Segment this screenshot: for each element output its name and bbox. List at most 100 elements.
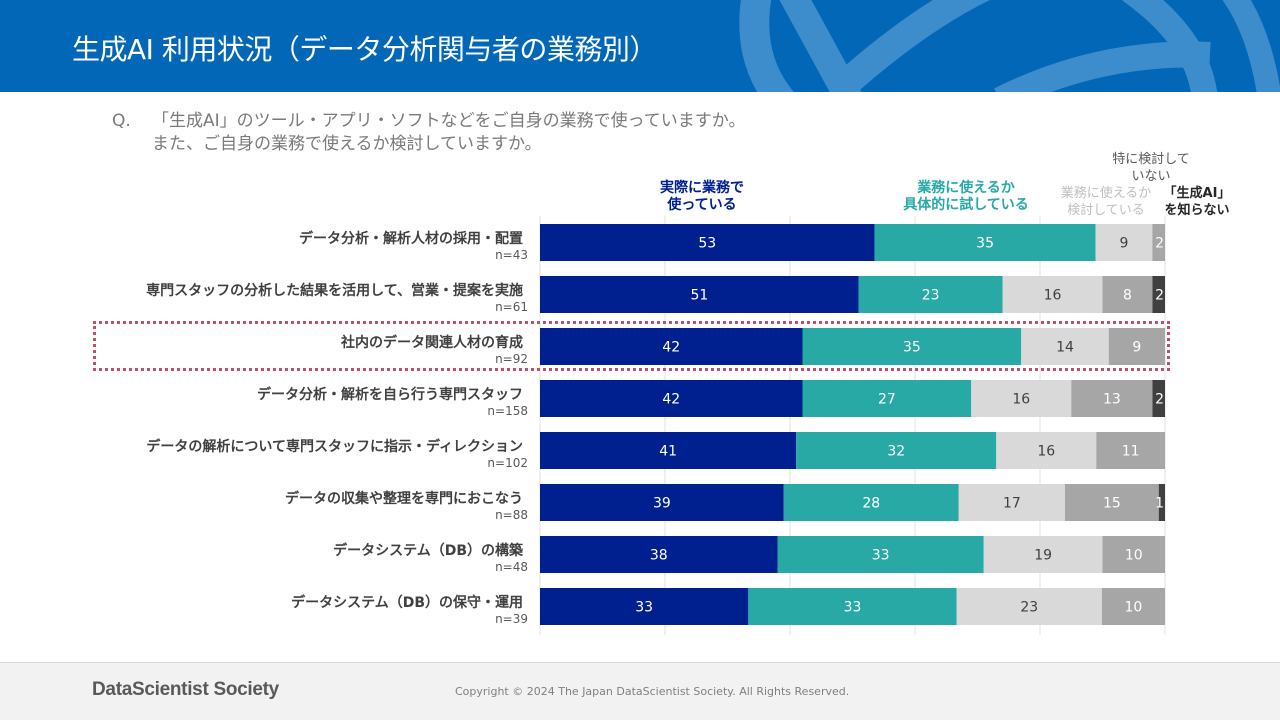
data-label: 23 [1020, 600, 1038, 616]
footer-logo: DataScientist Society [92, 679, 279, 700]
bar-segment-trying [796, 432, 997, 469]
bar-segment-not_considering [1102, 276, 1153, 313]
data-label: 16 [1012, 392, 1030, 408]
bar-segment-trying [874, 224, 1096, 261]
legend-line: 実際に業務で [660, 180, 744, 196]
data-label: 13 [1103, 392, 1121, 408]
legend-line: 業務に使えるか [1060, 186, 1152, 201]
data-label: 9 [1120, 236, 1129, 252]
sample-size: n=39 [495, 612, 528, 626]
data-label: 35 [903, 340, 921, 356]
data-label: 1 [1155, 496, 1164, 512]
footer-copyright: Copyright © 2024 The Japan DataScientist… [455, 685, 850, 698]
highlight-box [93, 321, 1170, 371]
chart-canvas: 53 35 9 2 51 23 16 8 2 42 35 14 9 42 27 16 13 2 41 32 16 11 39… [539, 216, 1166, 635]
sample-size: n=43 [495, 248, 528, 262]
header-decoration [739, 0, 1280, 92]
data-label: 19 [1034, 548, 1052, 564]
bar-segment-considering [1095, 224, 1153, 261]
bar-segment-not_considering [1096, 432, 1165, 469]
bar-segment-unaware [1152, 380, 1165, 417]
bar-segment-using [540, 588, 749, 625]
bar-segment-unaware [1158, 484, 1165, 521]
data-label: 15 [1103, 496, 1121, 512]
data-label: 51 [690, 288, 708, 304]
bar-segment-using [540, 328, 803, 365]
bar-segment-not_considering [1152, 224, 1165, 261]
question-mark: Q. [112, 111, 131, 131]
data-label: 17 [1003, 496, 1021, 512]
legend-considering: 業務に使えるか 検討している [1026, 185, 1186, 219]
legend-line: 使っている [667, 197, 737, 213]
category-label: 専門スタッフの分析した結果を活用して、営業・提案を実施 [146, 283, 523, 299]
data-label: 23 [922, 288, 940, 304]
bar-segment-trying [802, 328, 1022, 365]
legend-line: 「生成AI」 [1163, 186, 1231, 201]
legend-using: 実際に業務で 使っている [622, 180, 782, 214]
data-label: 8 [1123, 288, 1132, 304]
question-line-1: 「生成AI」のツール・アプリ・ソフトなどをご自身の業務で使っていますか。 [152, 111, 746, 131]
bar-segment-trying [858, 276, 1003, 313]
stacked-bar-chart: 実際に業務で 使っている 業務に使えるか 具体的に試している 業務に使えるか 検討している… [93, 152, 1277, 635]
category-label: 社内のデータ関連人材の育成 [341, 335, 523, 351]
bar-segment-trying [777, 536, 984, 573]
data-label: 32 [887, 444, 905, 460]
bar-segment-considering [996, 432, 1097, 469]
slide-header: 生成AI 利用状況（データ分析関与者の業務別） [0, 0, 1280, 92]
legend-line: いない [1131, 169, 1171, 184]
sample-size: n=88 [495, 508, 528, 522]
bar-segment-not_considering [1065, 484, 1159, 521]
data-label: 28 [862, 496, 880, 512]
data-label: 33 [872, 548, 890, 564]
legend-unaware: 「生成AI」 を知らない [1117, 185, 1277, 219]
bar-segment-not_considering [1071, 380, 1153, 417]
bar-segment-considering [958, 484, 1065, 521]
bar-segment-trying [748, 588, 957, 625]
category-label: データシステム（DB）の保守・運用 [291, 595, 523, 611]
page-title: 生成AI 利用状況（データ分析関与者の業務別） [72, 33, 657, 66]
data-label: 42 [662, 392, 680, 408]
data-label: 14 [1056, 340, 1074, 356]
data-label: 53 [698, 236, 716, 252]
data-label: 10 [1125, 548, 1143, 564]
category-label: データ分析・解析を自ら行う専門スタッフ [257, 387, 523, 403]
data-label: 10 [1125, 600, 1143, 616]
legend-line: 具体的に試している [903, 197, 1029, 213]
data-label: 16 [1044, 288, 1062, 304]
category-label: データの収集や整理を専門におこなう [285, 491, 523, 507]
data-label: 42 [662, 340, 680, 356]
data-label: 2 [1155, 392, 1164, 408]
bar-segment-considering [1002, 276, 1103, 313]
legend-line: 検討している [1067, 203, 1145, 218]
data-label: 2 [1155, 236, 1164, 252]
data-label: 35 [976, 236, 994, 252]
question-line-2: また、ご自身の業務で使えるか検討していますか。 [152, 134, 542, 154]
bar-segment-considering [1021, 328, 1109, 365]
bar-segment-using [540, 380, 803, 417]
bar-segment-not_considering [1102, 536, 1165, 573]
bar-segment-not_considering [1101, 588, 1165, 625]
sample-size: n=102 [487, 456, 528, 470]
legend-trying: 業務に使えるか 具体的に試している [886, 180, 1046, 214]
data-label: 11 [1122, 444, 1140, 460]
data-label: 39 [653, 496, 671, 512]
data-label: 38 [650, 548, 668, 564]
bar-segment-considering [983, 536, 1103, 573]
bar-segment-using [540, 536, 778, 573]
bar-segment-unaware [1152, 276, 1165, 313]
data-label: 16 [1037, 444, 1055, 460]
sample-size: n=61 [495, 300, 528, 314]
bar-segment-trying [802, 380, 972, 417]
sample-size: n=158 [487, 404, 528, 418]
category-label: データシステム（DB）の構築 [333, 543, 523, 559]
sample-size: n=92 [495, 352, 528, 366]
bar-segment-using [540, 484, 784, 521]
data-label: 2 [1155, 288, 1164, 304]
slide-footer: DataScientist Society Copyright © 2024 T… [0, 662, 1280, 720]
legend-line: 業務に使えるか [917, 180, 1015, 196]
bar-segment-trying [783, 484, 959, 521]
bar-segment-considering [956, 588, 1102, 625]
category-label: データの解析について専門スタッフに指示・ディレクション [146, 439, 523, 455]
category-label: データ分析・解析人材の採用・配置 [299, 231, 523, 247]
legend-line: を知らない [1164, 203, 1230, 218]
